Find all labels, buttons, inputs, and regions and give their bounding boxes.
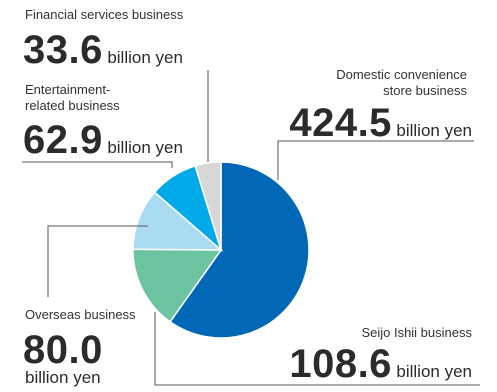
leader-domestic bbox=[277, 140, 474, 180]
entertainment-name: Entertainment- related business bbox=[25, 82, 120, 114]
entertainment-name-line1: Entertainment- bbox=[25, 82, 111, 97]
entertainment-value-group: 62.9 billion yen bbox=[23, 120, 183, 160]
domestic-unit: billion yen bbox=[396, 121, 472, 140]
entertainment-value: 62.9 bbox=[23, 118, 103, 162]
leader-overseas bbox=[47, 225, 148, 297]
domestic-name-line2: store business bbox=[383, 83, 467, 98]
financial-services-unit: billion yen bbox=[107, 48, 183, 67]
entertainment-unit: billion yen bbox=[107, 138, 183, 157]
entertainment-name-line2: related business bbox=[25, 98, 120, 113]
financial-services-value-group: 33.6 billion yen bbox=[23, 30, 183, 70]
seijo-ishii-unit: billion yen bbox=[396, 362, 472, 381]
seijo-ishii-value: 108.6 bbox=[289, 342, 392, 386]
domestic-value-group: 424.5 billion yen bbox=[289, 103, 472, 143]
domestic-value: 424.5 bbox=[289, 101, 392, 145]
overseas-unit: billion yen bbox=[25, 368, 101, 387]
seijo-ishii-name: Seijo Ishii business bbox=[361, 325, 472, 340]
leader-entertainment bbox=[22, 161, 173, 168]
leader-lines bbox=[22, 70, 480, 386]
financial-services-name: Financial services business bbox=[25, 7, 184, 22]
overseas-value: 80.0 bbox=[23, 328, 103, 372]
seijo-ishii-value-group: 108.6 billion yen bbox=[289, 344, 472, 384]
financial-services-value: 33.6 bbox=[23, 28, 103, 72]
leader-seijo bbox=[154, 312, 480, 386]
pie-slice-seijo-ishii-business bbox=[132, 248, 223, 323]
pie-slice-domestic-convenience-store-business bbox=[169, 161, 310, 339]
domestic-name-line1: Domestic convenience bbox=[336, 67, 467, 82]
overseas-name: Overseas business bbox=[25, 307, 136, 322]
pie-slice-financial-services-business bbox=[194, 161, 222, 251]
pie-slices bbox=[132, 161, 310, 339]
domestic-name: Domestic convenience store business bbox=[336, 67, 467, 99]
